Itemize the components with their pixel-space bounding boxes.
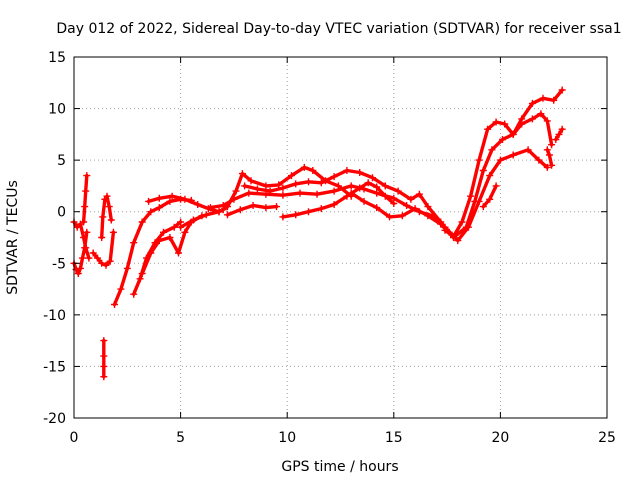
x-tick-label: 25 (598, 430, 616, 446)
plus-markers (552, 125, 566, 143)
series-arc-20 (552, 125, 566, 143)
plus-markers (241, 167, 453, 236)
series-trace (131, 220, 183, 296)
series-trace (225, 203, 279, 217)
axis-ticks (73, 56, 608, 419)
y-tick-label: -20 (43, 411, 66, 427)
y-tick-label: -15 (43, 359, 66, 375)
series-arc-08 (130, 218, 185, 298)
plus-markers (177, 163, 355, 231)
series-arc-14 (279, 179, 398, 221)
grid (74, 57, 607, 418)
series-trace (208, 148, 549, 243)
series-trace (112, 197, 194, 307)
series-arc-12 (206, 146, 551, 245)
series-trace (349, 111, 554, 240)
plus-markers (347, 110, 556, 241)
series-trace (178, 165, 353, 229)
plus-markers (98, 192, 115, 241)
series-arc-03 (80, 172, 91, 226)
plus-markers (130, 218, 185, 298)
x-tick-label: 20 (491, 430, 509, 446)
series-arc-18 (479, 182, 500, 211)
series-arc-04 (89, 228, 117, 269)
plus-markers (543, 146, 556, 169)
y-tick-label: 0 (57, 205, 66, 221)
x-tick-label: 5 (176, 430, 185, 446)
series-trace (242, 168, 451, 235)
series-arc-11 (177, 163, 355, 231)
series-arc-06 (100, 337, 108, 381)
x-tick-label: 0 (70, 430, 79, 446)
plus-markers (479, 182, 500, 211)
y-tick-label: 15 (48, 50, 66, 66)
series-trace (443, 88, 564, 239)
plot-frame (73, 56, 608, 419)
series-arc-16 (347, 110, 556, 241)
series-arc-19 (543, 146, 556, 169)
series-arc-05 (98, 192, 115, 241)
series-trace (91, 230, 116, 267)
x-tick-label: 15 (385, 430, 403, 446)
series-trace (140, 214, 204, 276)
series-arc-07 (111, 195, 195, 308)
plus-markers (224, 202, 280, 219)
x-tick-label: 10 (278, 430, 296, 446)
y-tick-label: 10 (48, 102, 66, 118)
series-trace (81, 173, 89, 224)
y-tick-label: 5 (57, 153, 66, 169)
series-arc-13 (224, 202, 280, 219)
y-axis-label: SDTVAR / TECUs (5, 180, 21, 295)
plus-markers (80, 172, 91, 226)
chart-title: Day 012 of 2022, Sidereal Day-to-day VTE… (56, 21, 621, 37)
series-arc-17 (441, 86, 566, 240)
plus-markers (100, 337, 108, 381)
plus-markers (279, 179, 398, 221)
y-tick-label: -5 (52, 256, 66, 272)
plus-markers (441, 86, 566, 240)
plus-markers (89, 228, 117, 269)
x-axis-label: GPS time / hours (281, 459, 398, 475)
tick-labels: 0 5 10 15 20 25 -20 -15 -10 -5 0 5 10 15 (43, 50, 616, 446)
y-tick-label: -10 (43, 308, 66, 324)
data-series (70, 86, 566, 381)
series-arc-15 (241, 167, 453, 236)
series-arc-09 (138, 212, 206, 278)
